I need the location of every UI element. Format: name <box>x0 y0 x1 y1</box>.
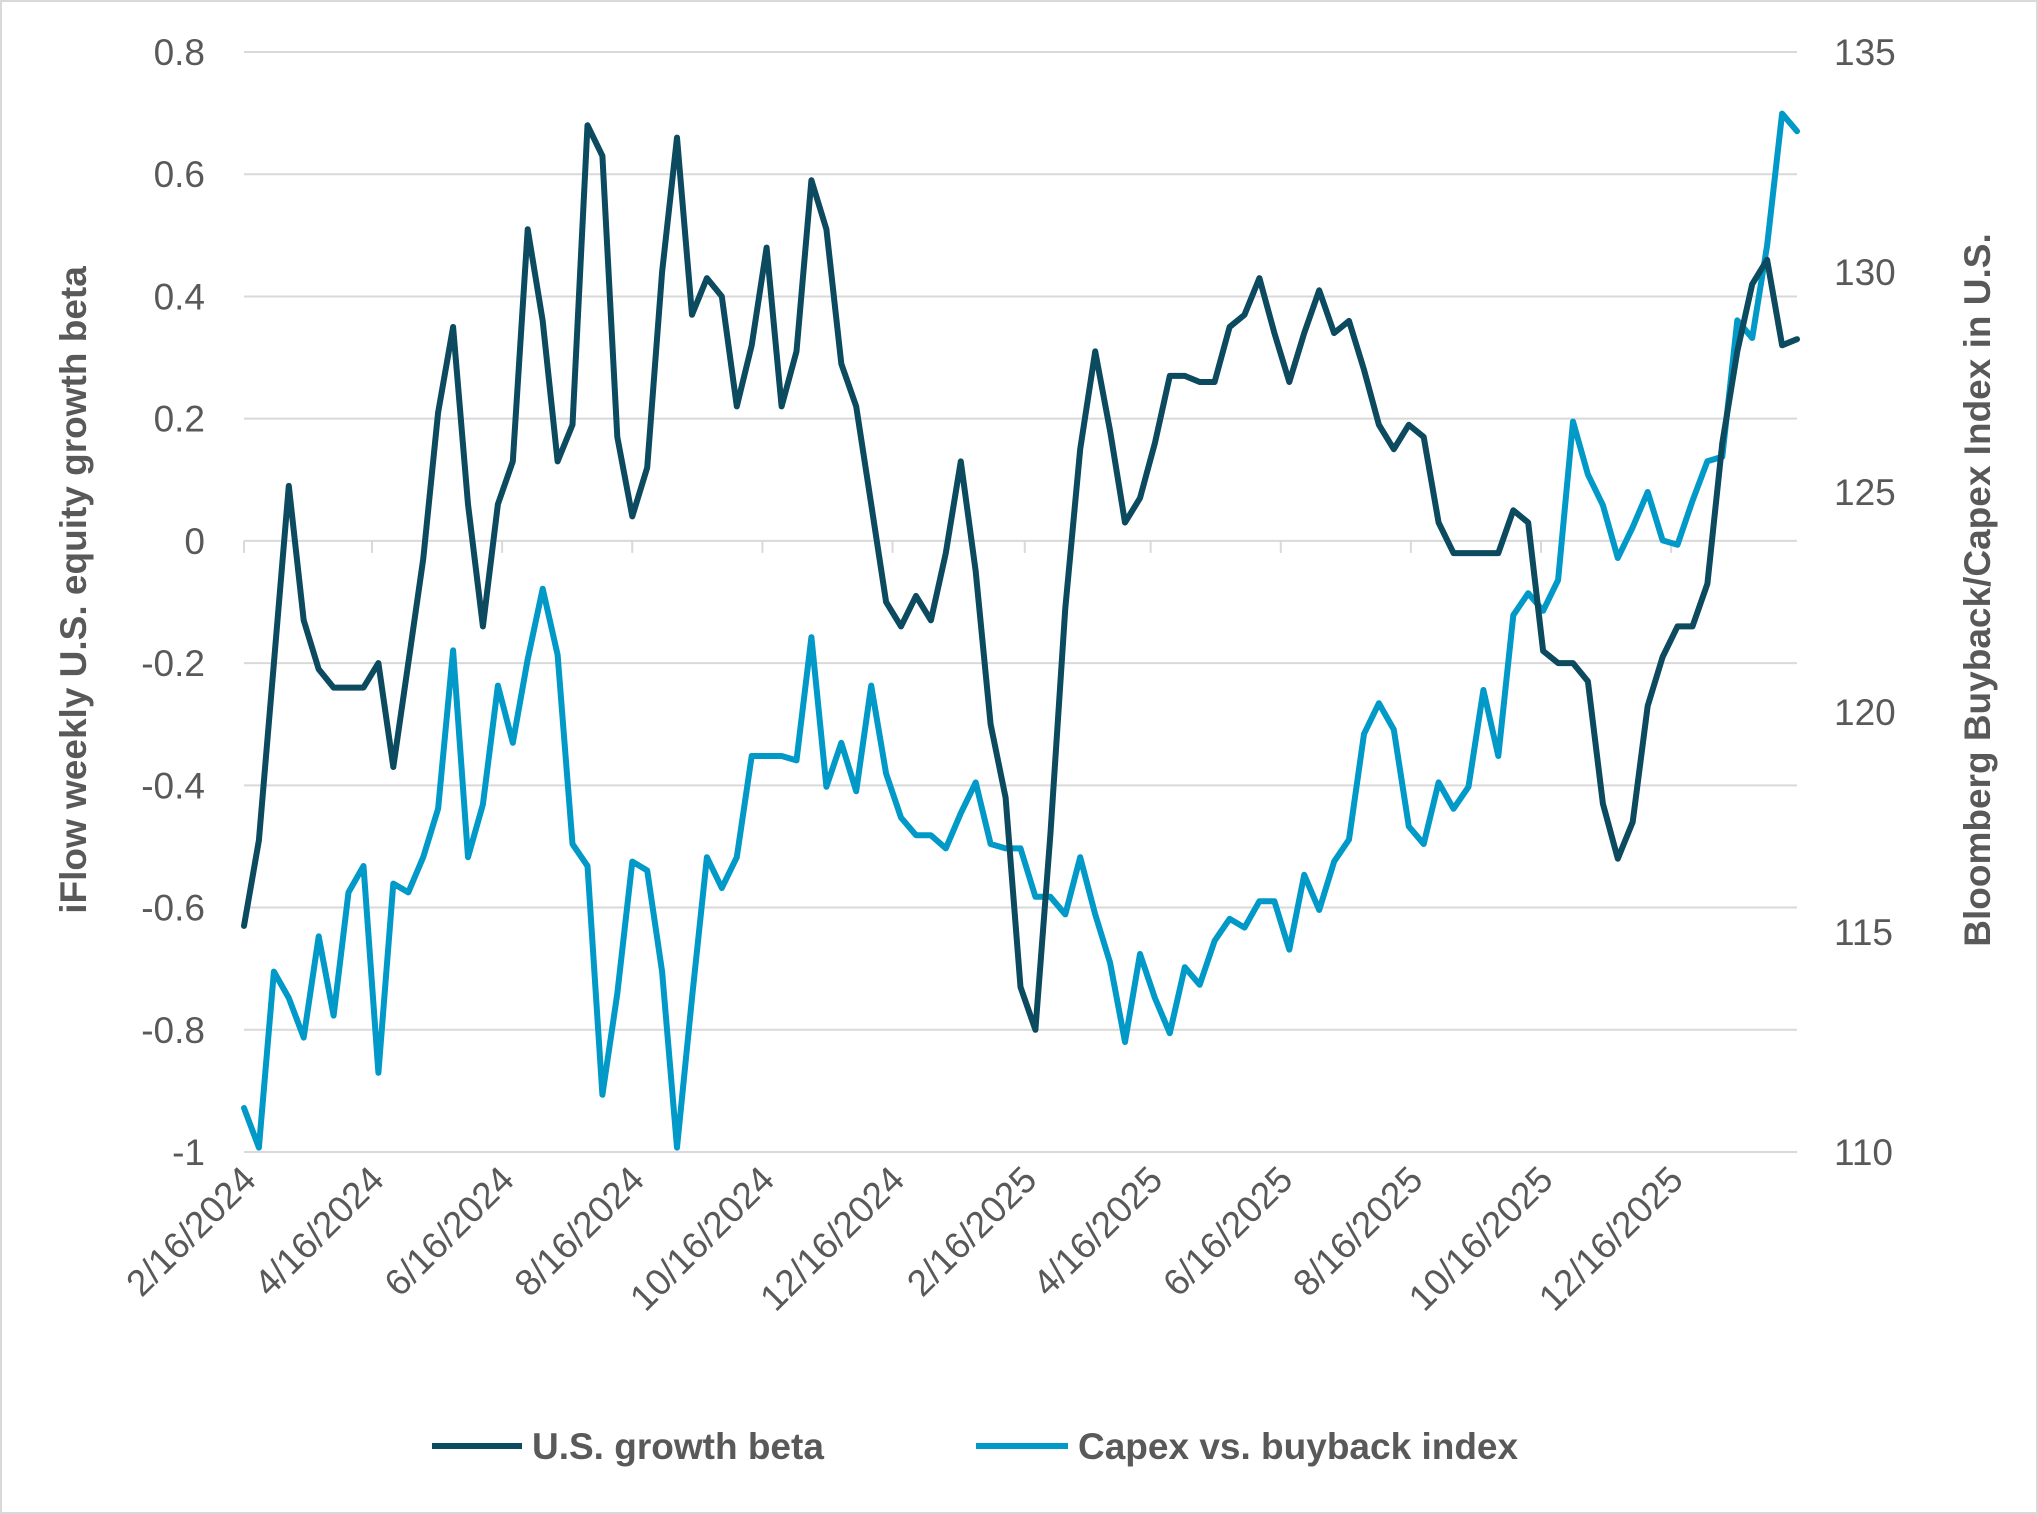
left-tick-label: -0.2 <box>141 643 205 684</box>
right-axis-ticks: 135 130 125 120 115 110 <box>1834 32 1896 1173</box>
legend-label-growth-beta: U.S. growth beta <box>532 1426 824 1467</box>
growth-beta-line <box>241 122 1800 1033</box>
gridlines <box>244 51 1797 1153</box>
right-tick-label: 110 <box>1834 1132 1893 1173</box>
left-tick-label: -0.8 <box>141 1010 205 1051</box>
left-tick-label: 0.2 <box>154 399 205 440</box>
right-tick-label: 135 <box>1834 32 1896 73</box>
right-tick-label: 115 <box>1834 912 1893 953</box>
left-tick-label: -0.6 <box>141 888 205 929</box>
left-tick-label: 0.4 <box>154 276 205 317</box>
right-tick-label: 130 <box>1834 252 1896 293</box>
right-tick-label: 125 <box>1834 472 1896 513</box>
left-axis-ticks: 0.8 0.6 0.4 0.2 0 -0.2 -0.4 -0.6 -0.8 -1 <box>141 32 205 1173</box>
left-tick-label: -0.4 <box>141 765 205 806</box>
left-tick-label: 0.6 <box>154 154 205 195</box>
legend: U.S. growth beta Capex vs. buyback index <box>432 1426 1519 1467</box>
right-tick-label: 120 <box>1834 692 1896 733</box>
right-axis-title: Bloomberg Buyback/Capex Index in U.S. <box>1957 233 1998 946</box>
series-lines <box>241 110 1800 1151</box>
left-axis-title: iFlow weekly U.S. equity growth beta <box>53 266 94 914</box>
legend-label-capex-index: Capex vs. buyback index <box>1078 1426 1519 1467</box>
left-tick-label: 0.8 <box>154 32 205 73</box>
left-tick-label: 0 <box>184 521 205 562</box>
left-tick-label: -1 <box>172 1132 205 1173</box>
